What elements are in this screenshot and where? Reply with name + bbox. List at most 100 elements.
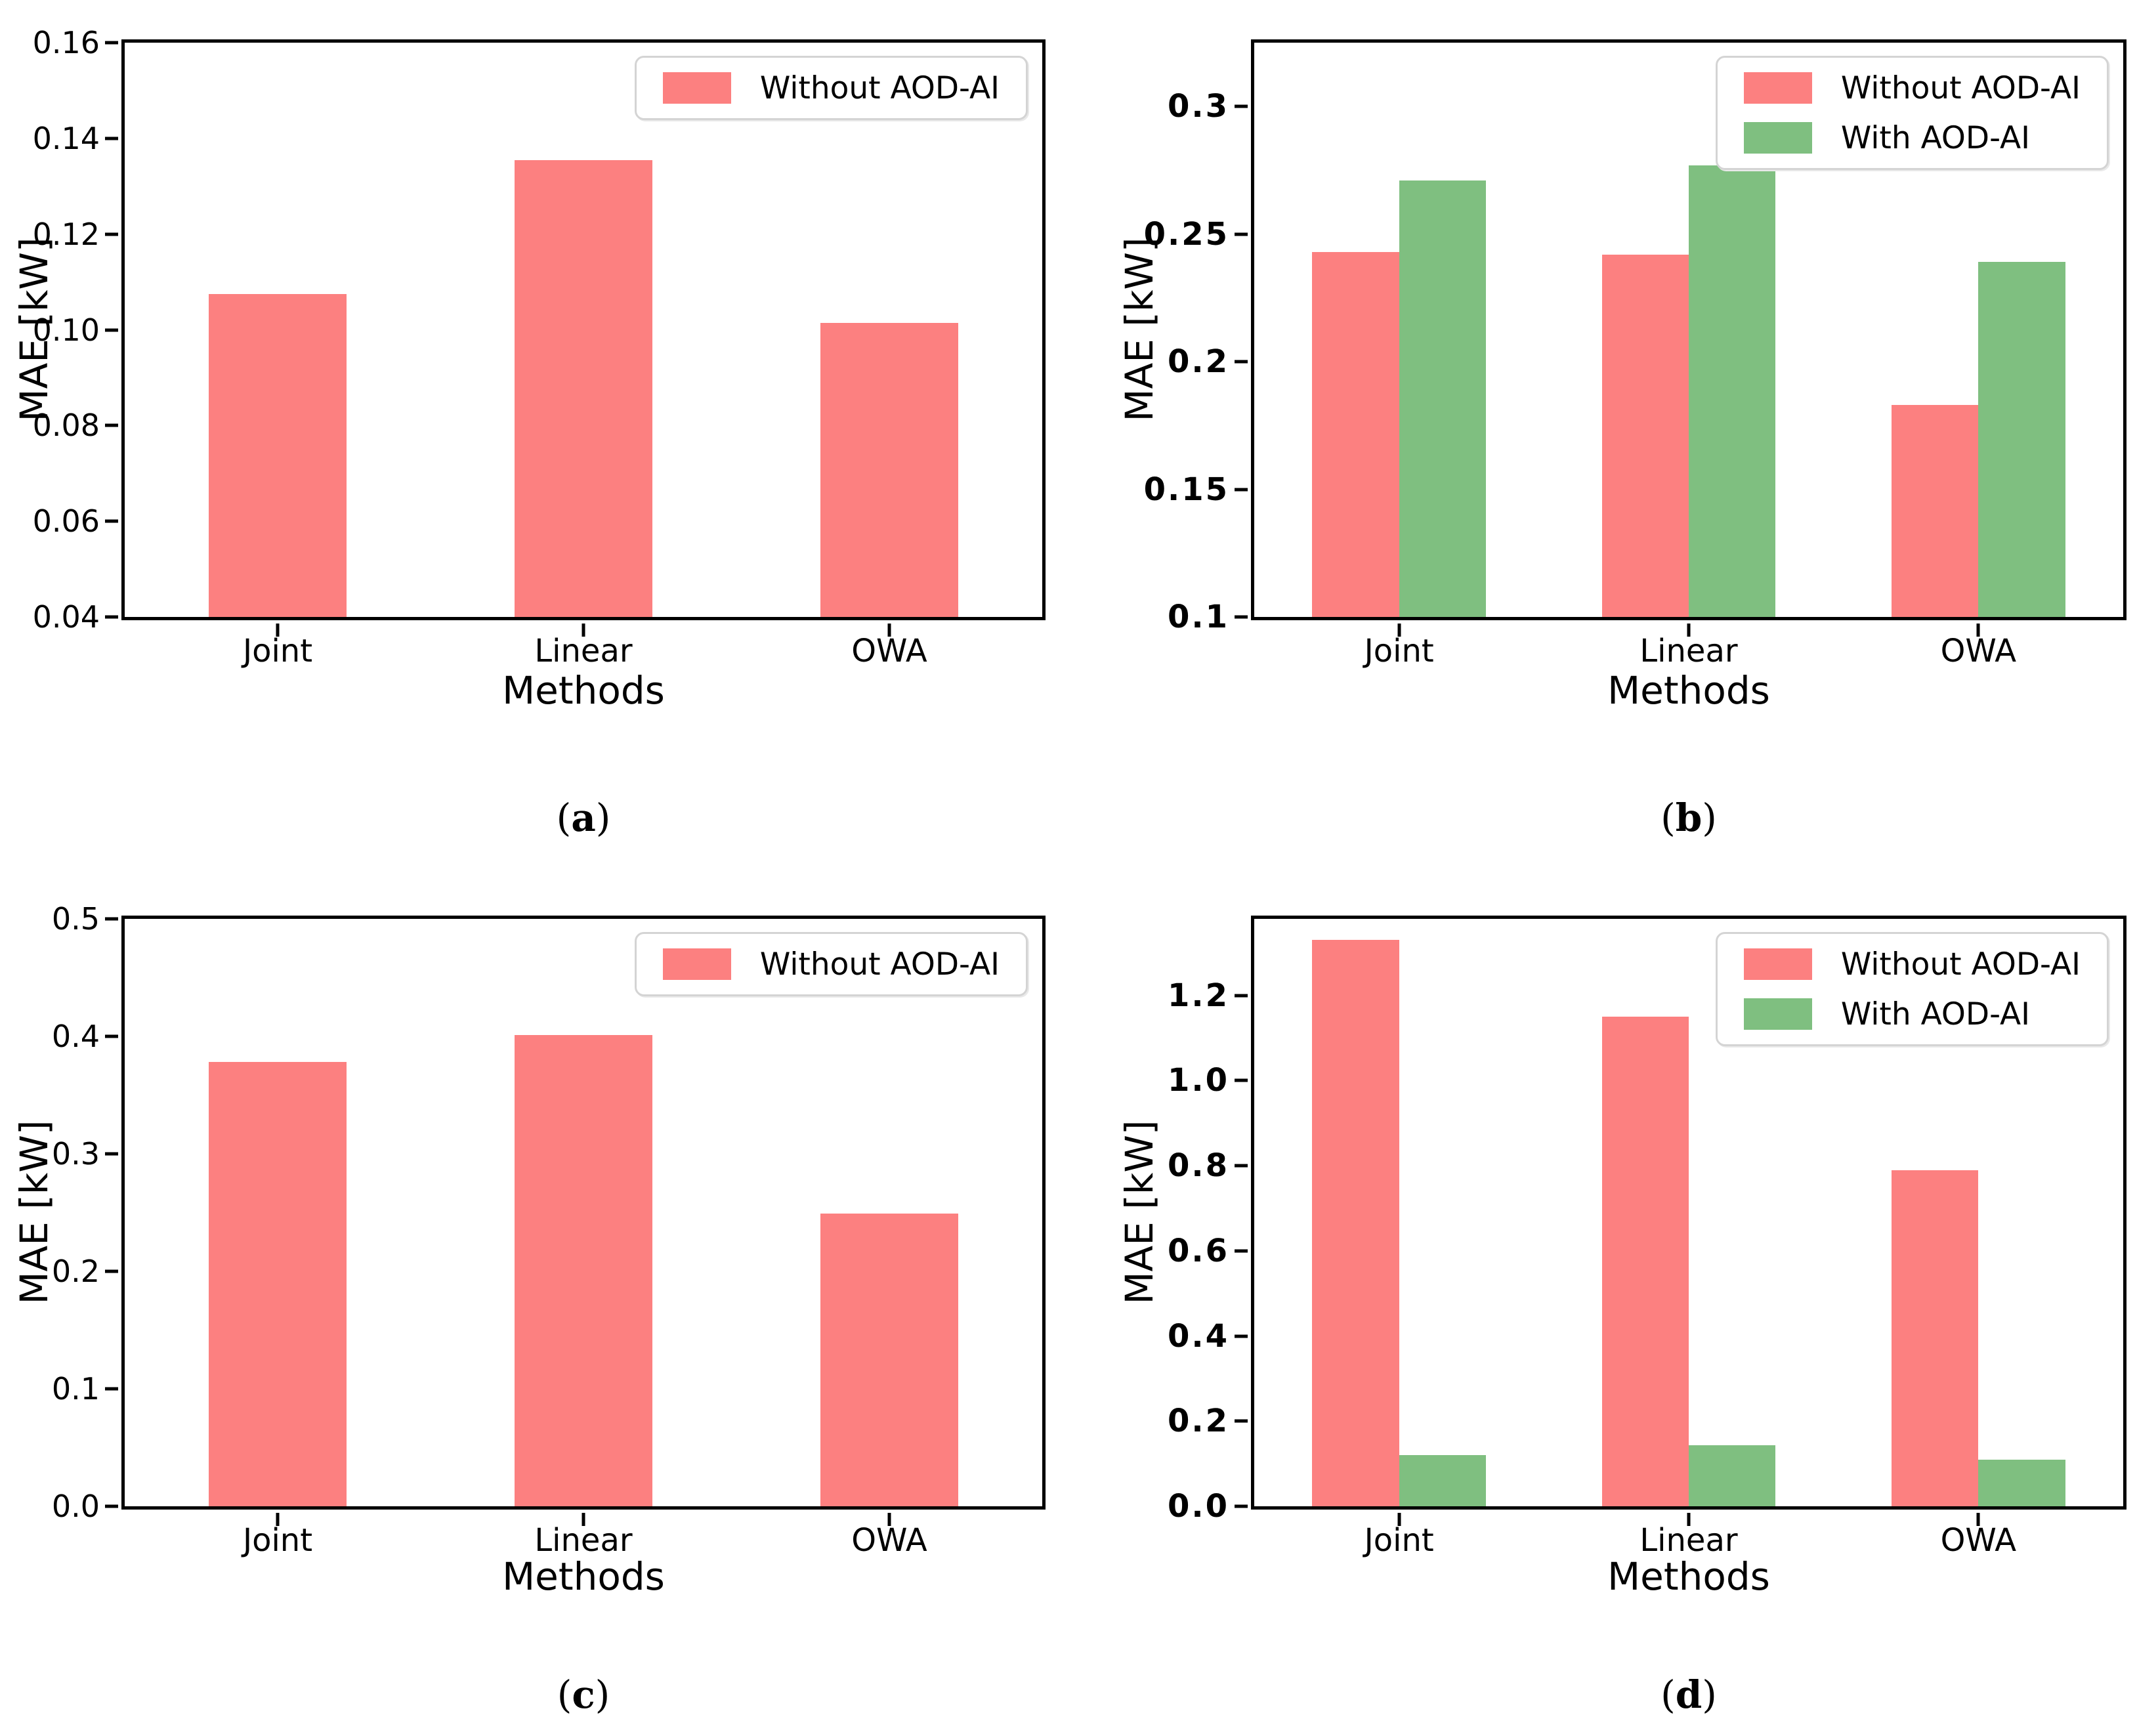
plot-area-c: 0.0 0.1 0.2 0.3 0.4 0.5 Joint Linear OWA Without …	[52, 904, 1046, 1556]
y-axis-tick-label: 0.4	[51, 1019, 100, 1054]
y-axis-tick-label: 0.08	[32, 408, 100, 444]
subplot-caption-a: (a)	[557, 799, 611, 837]
x-axis-label: Methods	[502, 668, 665, 713]
y-axis-tick-label: 0.0	[51, 1489, 100, 1524]
plot-area-a: 0.04 0.06 0.08 0.10 0.12 0.14 0.16 Joint Linear O…	[33, 28, 1046, 667]
subplot-caption-d: (d)	[1661, 1676, 1717, 1714]
x-axis-tick	[1976, 624, 1980, 637]
y-axis-tick-label: 0.16	[32, 25, 100, 60]
legend-color-swatch	[1743, 998, 1812, 1030]
legend-label: Without AOD-AI	[759, 946, 1000, 983]
y-axis-tick-label: 0.06	[32, 503, 100, 540]
bar-joint-without-aod-ai	[1312, 940, 1399, 1506]
bar-linear-without-aod-ai	[1601, 254, 1689, 617]
x-axis-tick-label: Linear	[1640, 633, 1738, 669]
y-axis-tick	[105, 1152, 118, 1156]
y-axis-tick	[105, 328, 118, 331]
bar-joint-without-aod-ai	[1312, 251, 1399, 617]
subplot-b: MAE [kW] 0.1 0.15 0.2 0.25 0.3 Joint Linear OWA…	[1068, 0, 2137, 868]
legend-color-swatch	[662, 72, 731, 104]
y-axis-tick	[105, 137, 118, 140]
y-axis-label: MAE [kW]	[1117, 1120, 1162, 1305]
legend: Without AOD-AI With AOD-AI	[1715, 56, 2109, 170]
y-axis-tick	[1235, 1419, 1248, 1423]
bar-owa-without-aod-ai	[1891, 1170, 1979, 1506]
x-axis-tick-label: OWA	[851, 633, 927, 669]
subplot-a: MAE [kW] 0.04 0.06 0.08 0.10 0.12 0.14 0.16 Joi…	[0, 0, 1068, 868]
y-axis-tick-label: 0.3	[1167, 88, 1229, 125]
y-axis-tick-label: 0.12	[32, 216, 100, 252]
caption-paren: (	[557, 1672, 572, 1717]
x-axis-tick	[1687, 624, 1691, 637]
legend-color-swatch	[1743, 72, 1812, 104]
legend-color-swatch	[1743, 948, 1812, 980]
x-axis-tick-label: Joint	[1364, 1522, 1434, 1559]
x-axis-tick-label: Linear	[534, 633, 633, 669]
y-axis-tick	[1235, 1249, 1248, 1253]
x-axis-tick-label: OWA	[1940, 633, 2017, 669]
bar-owa-with-aod-ai	[1978, 1459, 2065, 1506]
x-axis-tick	[276, 1513, 280, 1526]
y-axis-tick	[105, 1034, 118, 1038]
caption-paren: (	[556, 795, 572, 840]
legend-label: With AOD-AI	[1840, 996, 2031, 1032]
y-axis-tick	[105, 615, 118, 619]
bar-joint-with-aod-ai	[1399, 1455, 1487, 1506]
caption-letter: d	[1675, 1672, 1703, 1717]
bar-joint-without-aod-ai	[209, 1062, 347, 1506]
plot-area-b: 0.1 0.15 0.2 0.25 0.3 Joint Linear OWA Without A…	[1144, 39, 2126, 667]
x-axis-tick	[276, 624, 280, 637]
bar-joint-without-aod-ai	[209, 293, 347, 617]
legend: Without AOD-AI	[634, 56, 1028, 120]
y-axis-tick-label: 0.15	[1143, 471, 1229, 508]
y-axis-tick-label: 0.0	[1167, 1488, 1229, 1525]
bar-owa-without-aod-ai	[820, 322, 958, 617]
bar-linear-without-aod-ai	[515, 1035, 652, 1506]
x-axis-tick-label: Linear	[534, 1522, 633, 1559]
y-axis-tick-label: 1.0	[1167, 1062, 1229, 1099]
y-axis-tick-label: 0.10	[32, 312, 100, 348]
y-axis-tick-label: 0.2	[51, 1254, 100, 1289]
y-axis-label: MAE [kW]	[1117, 237, 1162, 422]
x-axis-tick	[582, 624, 585, 637]
x-axis-tick-label: Joint	[242, 633, 313, 669]
y-axis-tick-label: 1.2	[1167, 977, 1229, 1014]
x-axis-tick	[1976, 1513, 1980, 1526]
y-axis-tick	[105, 41, 118, 45]
subplot-c: MAE [kW] 0.0 0.1 0.2 0.3 0.4 0.5 Joint Linear OW…	[0, 868, 1068, 1736]
caption-paren: )	[1702, 795, 1717, 840]
y-axis-tick-label: 0.8	[1167, 1147, 1229, 1185]
y-axis-tick	[105, 1387, 118, 1391]
y-axis-tick	[1235, 1334, 1248, 1338]
bar-linear-without-aod-ai	[515, 159, 652, 617]
y-axis-tick	[1235, 615, 1248, 619]
x-axis-tick-label: OWA	[1940, 1522, 2017, 1559]
plot-area-d: 0.0 0.2 0.4 0.6 0.8 1.0 1.2 Joint Linear OWA Witho…	[1168, 916, 2126, 1556]
y-axis-tick	[1235, 232, 1248, 236]
y-axis-tick-label: 0.3	[51, 1136, 100, 1172]
y-axis-tick-label: 0.5	[51, 901, 100, 937]
legend-entry: Without AOD-AI	[1743, 946, 2081, 983]
bar-owa-with-aod-ai	[1978, 262, 2065, 617]
legend-entry: Without AOD-AI	[1743, 72, 2081, 104]
x-axis-tick-label: Joint	[1364, 633, 1434, 669]
bar-owa-without-aod-ai	[1891, 405, 1979, 617]
y-axis-tick-label: 0.4	[1167, 1317, 1229, 1355]
legend-color-swatch	[1743, 122, 1812, 154]
caption-letter: b	[1675, 795, 1703, 840]
y-axis-tick	[1235, 1078, 1248, 1082]
legend-label: Without AOD-AI	[1840, 946, 2081, 983]
y-axis-tick-label: 0.1	[51, 1371, 100, 1407]
caption-paren: (	[1661, 1672, 1676, 1717]
x-axis-tick	[1687, 1513, 1691, 1526]
caption-paren: )	[1702, 1672, 1717, 1717]
y-axis-tick-label: 0.25	[1143, 215, 1229, 253]
bar-linear-with-aod-ai	[1689, 165, 1776, 617]
caption-paren: )	[595, 1672, 610, 1717]
x-axis-tick-label: Joint	[242, 1522, 313, 1559]
y-axis-tick-label: 0.2	[1167, 1403, 1229, 1440]
x-axis-label: Methods	[1607, 668, 1770, 713]
y-axis-tick	[1235, 360, 1248, 364]
y-axis-tick	[1235, 488, 1248, 492]
x-axis-tick-label: Linear	[1640, 1522, 1738, 1559]
